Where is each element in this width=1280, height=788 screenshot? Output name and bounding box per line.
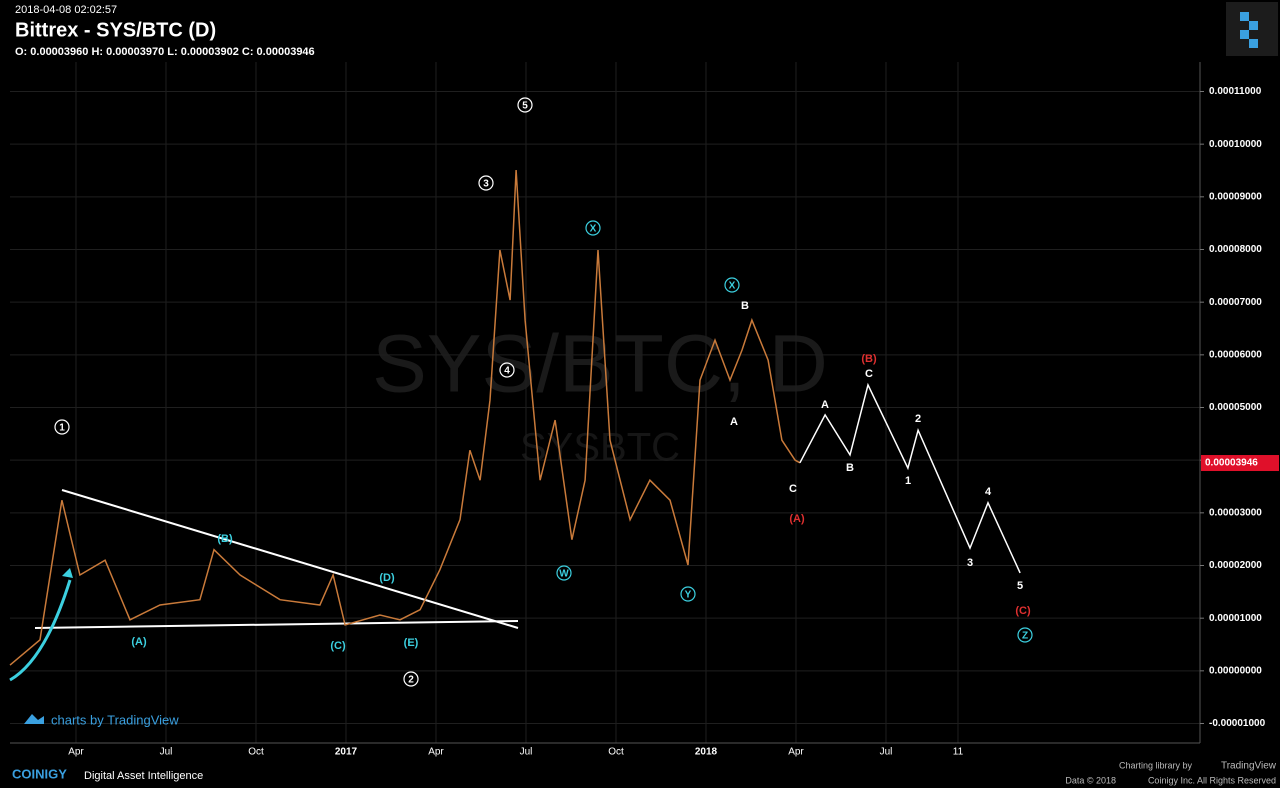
wave-label: (A) <box>131 636 147 648</box>
y-tick-label: -0.00001000 <box>1209 718 1266 729</box>
chart-title: Bittrex - SYS/BTC (D) <box>15 19 216 41</box>
wave-circle <box>403 671 419 687</box>
x-tick-label: Oct <box>248 747 264 758</box>
x-tick-label: Apr <box>788 747 804 758</box>
last-price-label: 0.00003946 <box>1205 458 1258 469</box>
wave-label: 3 <box>967 557 973 569</box>
wave-label: B <box>846 462 854 474</box>
tagline: Digital Asset Intelligence <box>84 770 203 782</box>
price-line <box>9 169 801 666</box>
y-tick-label: 0.00006000 <box>1209 349 1262 360</box>
wave-label: 1 <box>59 423 65 434</box>
x-tick-label: 11 <box>953 747 964 758</box>
wave-label: (E) <box>404 637 419 649</box>
wave-label: Z <box>1022 631 1028 642</box>
wave-label: 3 <box>483 179 489 190</box>
tradingview-credit: charts by TradingView <box>51 712 179 727</box>
wave-circle <box>1017 627 1033 643</box>
wave-label: X <box>590 224 597 235</box>
wave-label: 4 <box>985 486 992 498</box>
wave-label: 2 <box>915 413 921 425</box>
watermark-sub: SYSBTC <box>520 426 680 470</box>
wave-label: C <box>865 368 873 380</box>
data-copy: Data © 2018 <box>1065 775 1116 785</box>
last-price-box <box>1201 455 1279 472</box>
wave-label: (D) <box>379 572 395 584</box>
timestamp: 2018-04-08 02:02:57 <box>15 4 117 16</box>
wave-label: B <box>741 300 749 312</box>
wave-label: (C) <box>330 640 346 652</box>
ohlc: O: 0.00003960 H: 0.00003970 L: 0.0000390… <box>15 46 315 58</box>
arrow <box>9 579 72 682</box>
x-tick-label: Jul <box>520 747 533 758</box>
price-line <box>799 382 1021 574</box>
wave-circle <box>680 586 696 602</box>
trendline <box>34 620 519 629</box>
x-tick-label: Apr <box>428 747 444 758</box>
trendline <box>61 489 519 629</box>
y-tick-label: 0.00003000 <box>1209 507 1262 518</box>
logo <box>1240 12 1258 48</box>
tv-icon <box>24 714 44 724</box>
y-tick-label: 0.00005000 <box>1209 402 1262 413</box>
wave-label: A <box>821 399 829 411</box>
wave-circle <box>54 419 70 435</box>
wave-label: (B) <box>217 533 233 545</box>
watermark: SYS/BTC, D <box>372 319 828 410</box>
y-tick-label: 0.00000000 <box>1209 665 1262 676</box>
wave-label: 4 <box>504 366 510 377</box>
x-tick-label: Apr <box>68 747 84 758</box>
wave-circle <box>478 175 494 191</box>
rights: Coinigy Inc. All Rights Reserved <box>1148 775 1276 785</box>
wave-circle <box>499 362 515 378</box>
y-tick-label: 0.00010000 <box>1209 139 1262 150</box>
x-tick-label: Jul <box>880 747 893 758</box>
wave-label: 5 <box>1017 580 1023 592</box>
y-tick-label: 0.00007000 <box>1209 297 1262 308</box>
wave-circle <box>724 277 740 293</box>
wave-label: (C) <box>1015 605 1031 617</box>
arrow-head <box>62 568 73 578</box>
wave-circle <box>517 97 533 113</box>
wave-label: Y <box>685 590 692 601</box>
x-tick-label: Oct <box>608 747 624 758</box>
y-tick-label: 0.00011000 <box>1209 86 1262 97</box>
library: Charting library by <box>1119 760 1193 770</box>
x-tick-label: Jul <box>160 747 173 758</box>
library-name: TradingView <box>1221 761 1277 772</box>
wave-label: X <box>729 281 736 292</box>
y-tick-label: 0.00008000 <box>1209 244 1262 255</box>
wave-circle <box>585 220 601 236</box>
wave-label: 1 <box>905 475 911 487</box>
wave-label: 2 <box>408 675 414 686</box>
x-tick-label: 2018 <box>695 747 718 758</box>
x-tick-label: 2017 <box>335 747 358 758</box>
y-tick-label: 0.00002000 <box>1209 560 1262 571</box>
wave-circle <box>556 565 572 581</box>
wave-label: C <box>789 483 797 495</box>
wave-label: W <box>559 569 569 580</box>
brand: COINIGY <box>12 766 67 781</box>
y-tick-label: 0.00009000 <box>1209 191 1262 202</box>
wave-label: 5 <box>522 101 528 112</box>
wave-label: (A) <box>789 513 805 525</box>
wave-label: A <box>730 416 738 428</box>
wave-label: (B) <box>861 353 877 365</box>
y-tick-label: 0.00001000 <box>1209 613 1262 624</box>
